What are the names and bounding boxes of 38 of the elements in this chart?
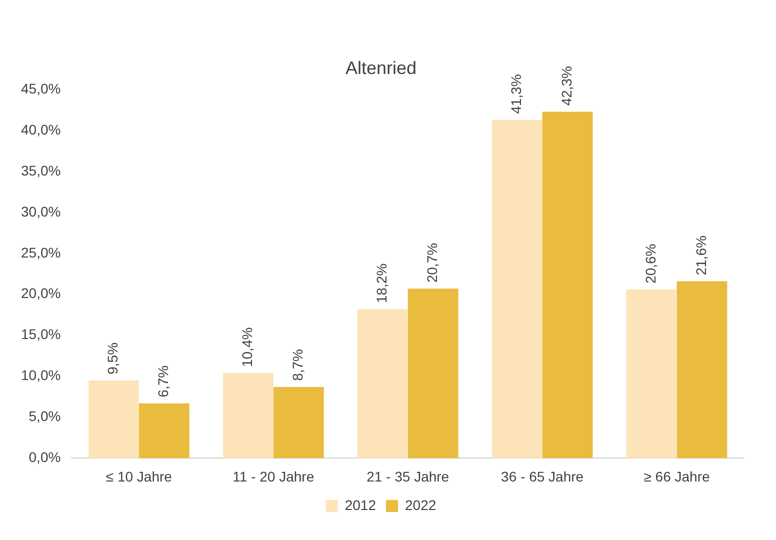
x-tick-label: ≥ 66 Jahre <box>644 468 710 484</box>
chart-title: Altenried <box>345 58 417 78</box>
y-tick-label: 15,0% <box>20 326 61 342</box>
data-label: 6,7% <box>154 365 171 398</box>
y-tick-label: 30,0% <box>20 203 61 220</box>
legend-label: 2022 <box>405 496 436 513</box>
bar <box>492 120 542 458</box>
y-tick-label: 40,0% <box>20 121 61 138</box>
data-label: 9,5% <box>104 342 121 374</box>
data-label: 41,3% <box>508 74 524 114</box>
bar <box>273 386 324 458</box>
x-tick-label: 21 - 35 Jahre <box>366 468 450 484</box>
legend-label: 2012 <box>344 496 376 513</box>
data-label: 20,6% <box>642 244 658 284</box>
y-tick-label: 5,0% <box>28 408 61 424</box>
bar <box>626 289 677 458</box>
data-label: 42,3% <box>558 66 574 106</box>
y-tick-label: 45,0% <box>20 80 61 96</box>
x-tick-label: 11 - 20 Jahre <box>232 468 314 484</box>
x-tick-label: 36 - 65 Jahre <box>501 468 584 484</box>
y-tick-label: 35,0% <box>20 162 61 178</box>
data-label: 10,4% <box>239 327 256 368</box>
y-tick-label: 10,0% <box>20 367 61 384</box>
y-tick-label: 25,0% <box>20 244 61 260</box>
y-tick-label: 20,0% <box>20 285 61 302</box>
x-tick-label: ≤ 10 Jahre <box>106 468 172 484</box>
data-label: 18,2% <box>373 263 390 304</box>
data-label: 21,6% <box>692 236 709 276</box>
bar <box>88 380 139 458</box>
bar <box>222 373 274 458</box>
bar <box>676 281 728 458</box>
bar <box>542 112 593 458</box>
bar <box>357 309 408 458</box>
y-tick-label: 0,0% <box>28 449 61 466</box>
bar <box>408 288 458 458</box>
data-label: 8,7% <box>289 349 306 381</box>
data-label: 20,7% <box>424 242 440 283</box>
bar <box>138 403 190 458</box>
